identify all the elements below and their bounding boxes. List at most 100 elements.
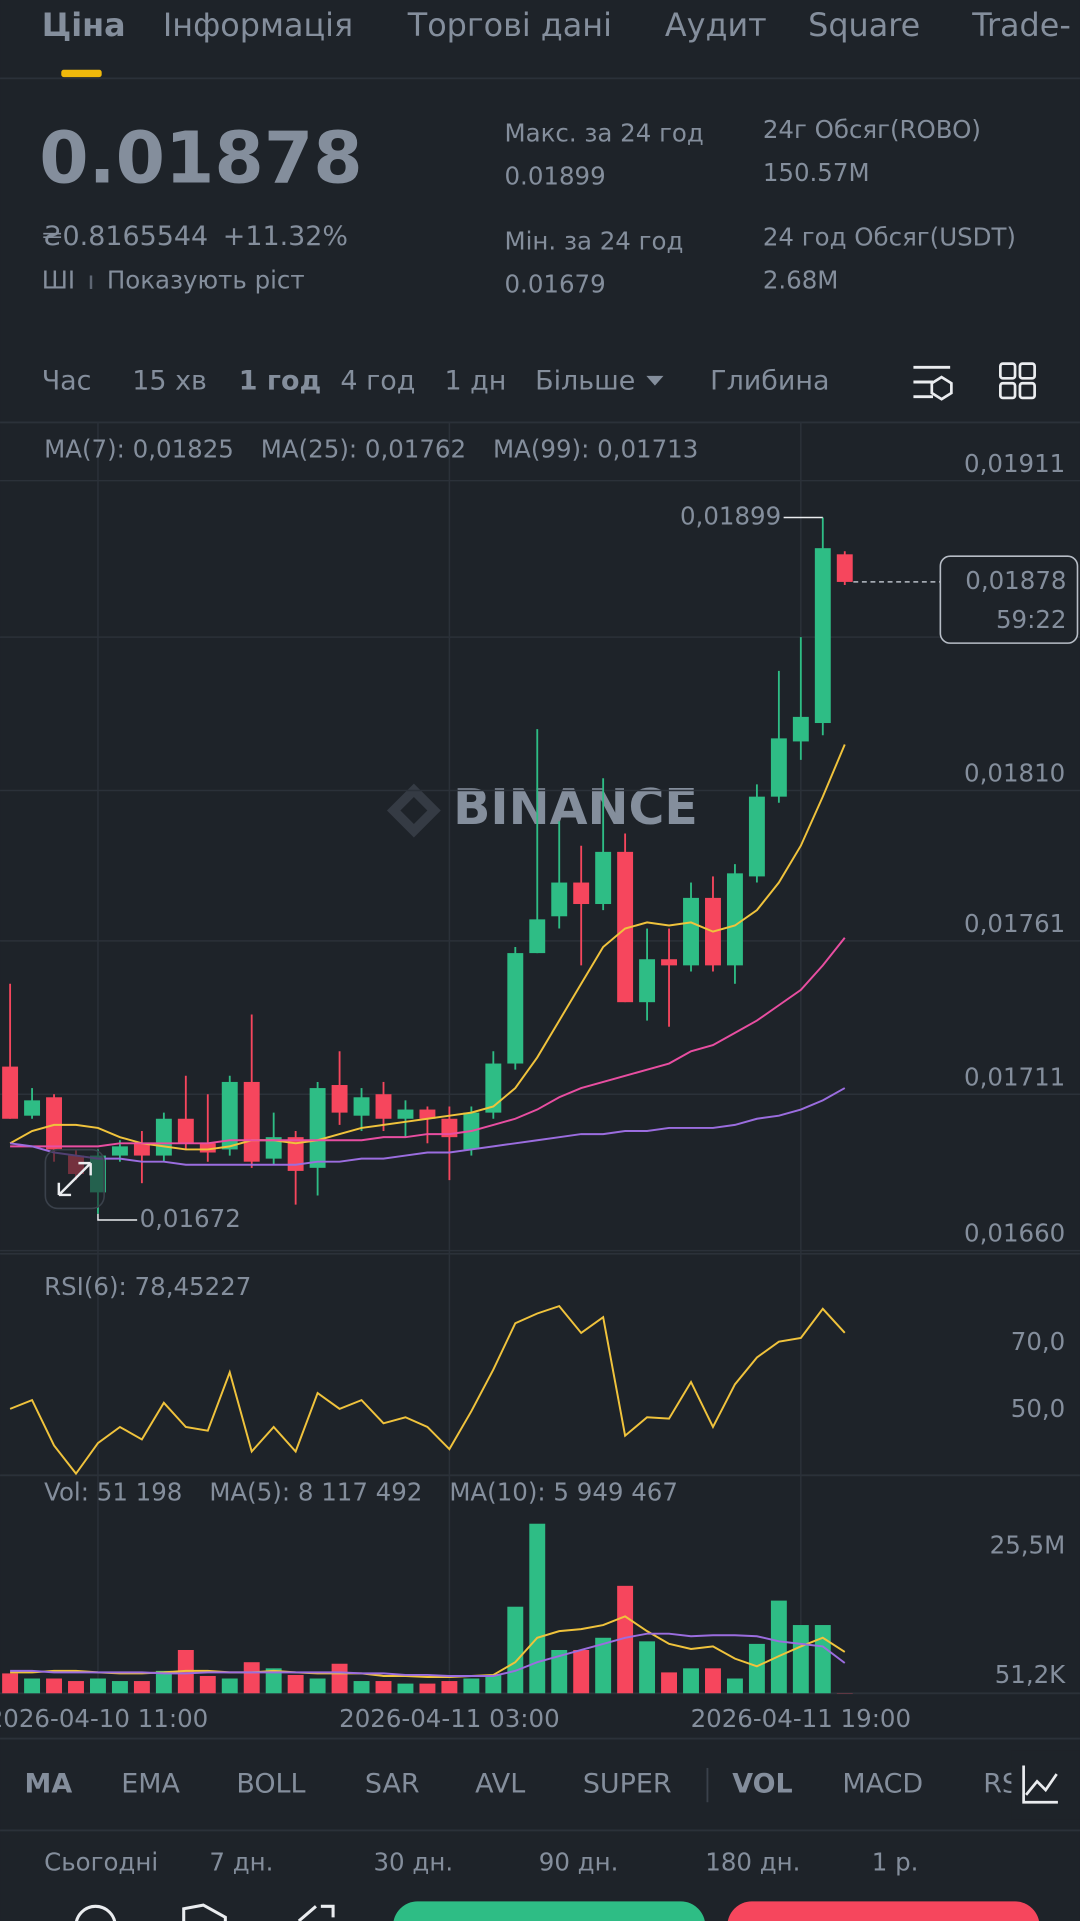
bottom-icon[interactable]	[297, 1904, 335, 1921]
period-option[interactable]: 90 дн.	[539, 1847, 619, 1876]
indicator-line	[9, 1304, 846, 1476]
period-option[interactable]: 30 дн.	[373, 1847, 453, 1876]
indicator-option[interactable]: MACD	[842, 1769, 923, 1800]
y-tick-label: 0,01761	[964, 909, 1065, 938]
volume-bar	[463, 1678, 480, 1694]
buy-button[interactable]	[393, 1901, 705, 1921]
chart-type-icon[interactable]	[1022, 1765, 1058, 1804]
indicator-option[interactable]: VOL	[732, 1769, 792, 1800]
candle-body	[573, 882, 590, 905]
volume-bar	[243, 1662, 260, 1694]
bottom-icon[interactable]	[182, 1903, 227, 1921]
period-option[interactable]: 1 р.	[872, 1847, 919, 1876]
tag: Показують ріст	[107, 266, 305, 295]
bottom-icon[interactable]	[75, 1904, 117, 1921]
stat-value: 0.01899	[504, 162, 605, 191]
volume-bar	[90, 1678, 106, 1694]
sell-button[interactable]	[727, 1901, 1040, 1921]
volume-bar	[551, 1649, 568, 1694]
candle-body	[529, 919, 546, 954]
volume-bar	[639, 1641, 656, 1694]
volume-bar	[331, 1663, 348, 1694]
candle-body	[397, 1109, 414, 1119]
interval-option[interactable]: Більше	[535, 365, 635, 396]
countdown-label: 59:22	[996, 605, 1067, 634]
volume-bar	[441, 1681, 458, 1694]
y-tick-label: 0,01660	[964, 1219, 1065, 1248]
indicator-option[interactable]: MA	[25, 1769, 73, 1800]
y-tick-label: 50,0	[1011, 1394, 1065, 1423]
volume-bar	[507, 1606, 524, 1694]
volume-bar	[683, 1668, 699, 1694]
candle-body	[177, 1118, 194, 1144]
volume-bar	[309, 1678, 326, 1694]
nav-tab[interactable]: Торгові дані	[407, 6, 612, 44]
tag: ШІ	[42, 266, 75, 295]
volume-bar	[792, 1625, 809, 1694]
candle-body	[309, 1088, 326, 1168]
expand-icon	[57, 1161, 92, 1197]
volume-bar	[375, 1681, 392, 1694]
nav-tab[interactable]: Ціна	[42, 6, 126, 44]
x-tick-label: 2026-04-10 11:00	[0, 1704, 208, 1733]
legend-entry: RSI(6): 78,45227	[44, 1272, 251, 1301]
stat-label: 24г Обсяг(ROBO)	[763, 115, 981, 144]
chart-settings-icon[interactable]	[913, 365, 951, 399]
indicator-option[interactable]: AVL	[475, 1769, 525, 1800]
legend-entry: MA(10): 5 949 467	[449, 1478, 678, 1507]
period-option[interactable]: 180 дн.	[705, 1847, 800, 1876]
tag-separator	[89, 275, 93, 289]
nav-tab[interactable]: Square	[808, 6, 920, 44]
candle-body	[639, 959, 656, 1003]
layout-icon[interactable]	[999, 362, 1017, 380]
volume-bar	[573, 1649, 590, 1694]
layout-icon[interactable]	[1018, 381, 1036, 400]
price-change: +11.32%	[223, 221, 348, 252]
fiat-price: ₴0.8165544	[42, 221, 208, 252]
interval-option[interactable]: Глибина	[710, 365, 829, 396]
candle-body	[748, 796, 765, 877]
nav-tab[interactable]: Аудит	[665, 6, 767, 44]
dropdown-caret	[646, 375, 664, 386]
candle-body	[507, 953, 524, 1064]
nav-tab[interactable]: Інформація	[163, 6, 353, 44]
interval-option[interactable]: 1 дн	[445, 365, 507, 396]
y-tick-label: 70,0	[1011, 1327, 1065, 1356]
interval-option[interactable]: 1 год	[239, 365, 321, 396]
indicator-option[interactable]: BOLL	[236, 1769, 305, 1800]
volume-bar	[24, 1678, 41, 1694]
interval-option[interactable]: Час	[42, 365, 92, 396]
interval-option[interactable]: 15 хв	[132, 365, 207, 396]
indicator-line	[10, 937, 846, 1148]
volume-bar	[485, 1674, 502, 1694]
y-tick-label: 25,5M	[990, 1530, 1066, 1559]
interval-option[interactable]: 4 год	[340, 365, 415, 396]
x-tick-label: 2026-04-11 19:00	[691, 1704, 912, 1733]
indicator-option[interactable]: EMA	[121, 1769, 180, 1800]
period-option[interactable]: 7 дн.	[209, 1847, 273, 1876]
candle-body	[155, 1118, 172, 1156]
volume-bar	[46, 1678, 62, 1694]
candle-body	[726, 873, 743, 966]
stat-value: 2.68M	[763, 266, 839, 295]
volume-bar	[133, 1681, 150, 1694]
candle-body	[243, 1081, 260, 1162]
indicator-option[interactable]: SUPER	[583, 1769, 672, 1800]
layout-icon[interactable]	[1018, 362, 1036, 380]
candle-body	[287, 1137, 304, 1171]
indicator-option[interactable]: SAR	[365, 1769, 420, 1800]
candle-body	[836, 554, 853, 582]
candle-body	[265, 1137, 282, 1159]
stat-value: 150.57M	[763, 158, 870, 187]
volume-bar	[199, 1675, 216, 1694]
volume-bar	[770, 1600, 787, 1694]
layout-icon[interactable]	[999, 381, 1017, 400]
chart-icon-bg	[1011, 1750, 1080, 1820]
volume-bar	[221, 1678, 238, 1694]
nav-tab[interactable]: Trade-	[971, 6, 1071, 44]
candle-body	[617, 851, 634, 1003]
volume-bar	[529, 1523, 546, 1694]
period-option[interactable]: Сьогодні	[44, 1847, 158, 1876]
